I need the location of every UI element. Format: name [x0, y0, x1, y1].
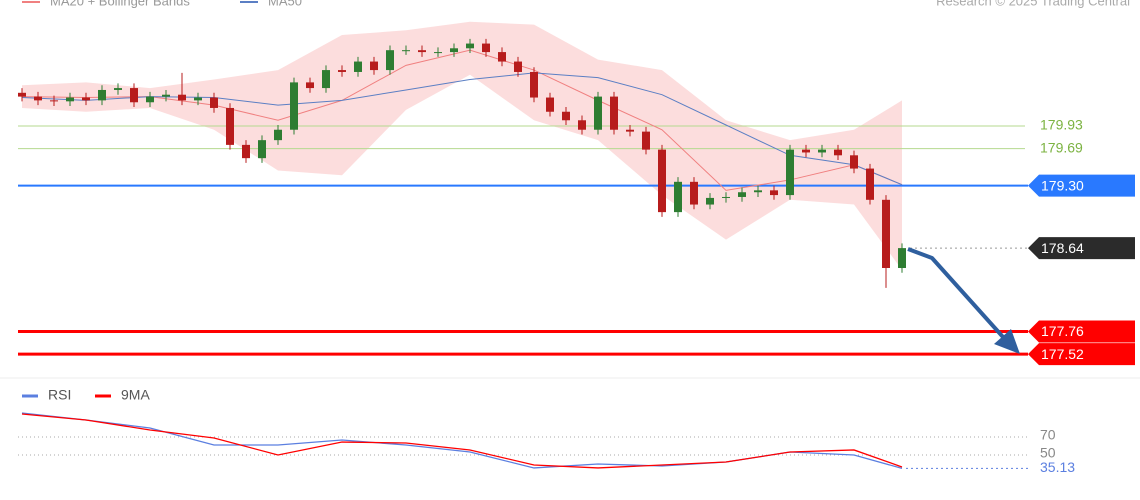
- price-tag-label: 177.52: [1041, 346, 1084, 362]
- candle-body: [786, 149, 794, 196]
- candle-body: [594, 96, 602, 130]
- price-tag: [1028, 174, 1135, 197]
- candle-body: [642, 131, 650, 150]
- candle-body: [82, 97, 90, 101]
- price-tag: [1028, 320, 1135, 343]
- candle-body: [754, 190, 762, 193]
- candle-body: [530, 71, 538, 98]
- candle-body: [834, 149, 842, 156]
- candle-body: [882, 199, 890, 268]
- level-label: 179.93: [1040, 117, 1083, 133]
- candle-body: [226, 107, 234, 145]
- candle-body: [738, 192, 746, 197]
- candle-body: [322, 70, 330, 89]
- current-value-label: 35.13: [1040, 459, 1075, 475]
- candle-body: [242, 144, 250, 159]
- candle-body: [274, 129, 282, 141]
- candle-body: [66, 97, 74, 102]
- candle-body: [898, 248, 906, 268]
- candle-body: [610, 96, 618, 130]
- candle-body: [194, 97, 202, 101]
- candle-body: [34, 96, 42, 101]
- candle-body: [130, 88, 138, 103]
- candle-body: [850, 155, 858, 169]
- candle-body: [706, 197, 714, 205]
- candle-body: [818, 149, 826, 153]
- price-tag-label: 177.76: [1041, 323, 1084, 339]
- price-tag: [1028, 237, 1135, 260]
- candle-body: [178, 94, 186, 101]
- candle-body: [402, 50, 410, 52]
- y-tick-label: 50: [1040, 445, 1056, 461]
- candle-body: [354, 61, 362, 72]
- candle-body: [802, 149, 810, 153]
- candle-body: [482, 43, 490, 53]
- candle-body: [690, 181, 698, 205]
- arrow-head: [994, 329, 1020, 354]
- level-label: 179.69: [1040, 139, 1083, 155]
- candle-body: [626, 129, 634, 132]
- candle-body: [290, 82, 298, 130]
- legend-label: MA20 + Bollinger Bands: [50, 0, 190, 8]
- legend-label: RSI: [48, 387, 71, 403]
- candle-body: [370, 61, 378, 71]
- candle-body: [450, 48, 458, 53]
- candle-body: [866, 168, 874, 200]
- rsi-line: [21, 412, 903, 470]
- candle-body: [258, 140, 266, 159]
- legend-label: MA50: [268, 0, 302, 8]
- candle-body: [674, 181, 682, 213]
- candle-body: [514, 61, 522, 72]
- candle-body: [722, 196, 730, 198]
- candle-body: [546, 97, 554, 112]
- legend-label: 9MA: [121, 387, 150, 403]
- candle-body: [306, 82, 314, 89]
- candle-body: [50, 100, 58, 102]
- moving-average: [21, 72, 903, 186]
- candle-body: [466, 43, 474, 49]
- price-tag-label: 178.64: [1041, 240, 1084, 256]
- forecast-arrow: [907, 247, 1020, 354]
- candle-body: [418, 50, 426, 53]
- rsi-line: [21, 413, 903, 469]
- credit: Research © 2025 Trading Central: [936, 0, 1130, 8]
- candle-body: [770, 190, 778, 196]
- candle-body: [498, 52, 506, 62]
- candle-body: [114, 88, 122, 90]
- candle-body: [338, 70, 346, 72]
- candle-body: [578, 120, 586, 130]
- candle-body: [562, 111, 570, 121]
- candle-body: [386, 50, 394, 71]
- candle-body: [434, 52, 442, 54]
- y-tick-label: 70: [1040, 427, 1056, 443]
- candle-body: [162, 94, 170, 97]
- arrow-line: [907, 247, 1005, 339]
- candle-body: [146, 96, 154, 103]
- candle-body: [98, 89, 106, 101]
- candle-body: [18, 92, 26, 97]
- price-tag: [1028, 343, 1135, 366]
- price-tag-label: 179.30: [1041, 177, 1084, 193]
- candle-body: [658, 149, 666, 213]
- candle-body: [210, 97, 218, 108]
